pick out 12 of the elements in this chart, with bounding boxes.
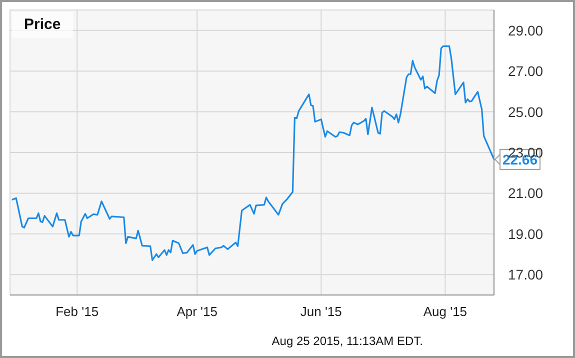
y-tick-label: 25.00 (508, 104, 544, 120)
x-tick-label: Jun '15 (300, 304, 342, 320)
text: Aug 25 2015, 11:13AM EDT. (272, 334, 423, 348)
x-tick-label: Apr '15 (176, 304, 218, 320)
y-tick-label: 27.00 (508, 63, 544, 80)
x-tick-label: Feb '15 (56, 304, 99, 320)
chart-title: Price (12, 12, 73, 38)
y-tick-label: 19.00 (508, 226, 544, 242)
y-tick-label: 17.00 (508, 266, 544, 283)
y-tick-label: 29.00 (508, 22, 544, 38)
y-tick-label: 21.00 (508, 185, 544, 202)
x-tick-label: Aug '15 (423, 304, 468, 320)
